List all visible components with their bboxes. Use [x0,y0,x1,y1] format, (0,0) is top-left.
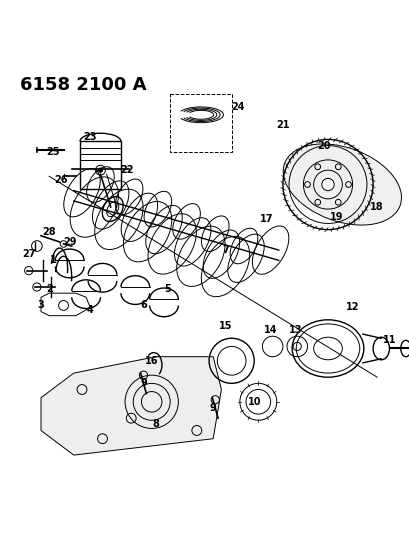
Text: 21: 21 [276,120,289,130]
Polygon shape [41,357,221,455]
Text: 8: 8 [152,419,159,430]
Circle shape [60,241,67,247]
Text: 22: 22 [120,165,133,175]
Text: 25: 25 [47,147,60,157]
Text: 12: 12 [345,303,358,312]
Text: 5: 5 [164,284,171,294]
Text: 14: 14 [263,325,276,335]
Text: 6158 2100 A: 6158 2100 A [20,76,147,94]
Ellipse shape [283,144,400,225]
Circle shape [98,168,102,172]
Text: 10: 10 [247,397,260,407]
Text: 1: 1 [50,255,56,265]
Text: 15: 15 [218,321,231,331]
Text: 29: 29 [63,237,76,247]
Text: 18: 18 [369,202,383,212]
Circle shape [321,179,333,191]
Text: 7: 7 [222,245,228,255]
Text: 19: 19 [329,212,342,222]
Text: 9: 9 [140,378,146,389]
Text: 6: 6 [140,301,146,310]
Text: 24: 24 [231,102,244,111]
Text: 11: 11 [382,335,395,345]
Text: 3: 3 [38,301,44,310]
Text: 13: 13 [288,325,301,335]
Text: 2: 2 [46,284,52,294]
Text: 26: 26 [55,175,68,185]
Text: 17: 17 [259,214,272,224]
Text: 4: 4 [87,304,93,314]
Text: 9: 9 [209,403,216,413]
Text: 27: 27 [22,249,35,259]
Text: 16: 16 [145,356,158,366]
Text: 20: 20 [317,141,330,150]
Text: 28: 28 [42,227,56,237]
Text: 23: 23 [83,132,97,142]
